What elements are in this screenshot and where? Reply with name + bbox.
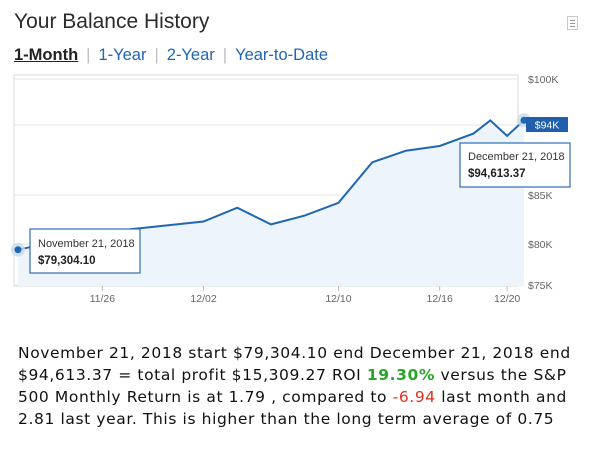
range-tabs: 1-Month | 1-Year | 2-Year | Year-to-Date [14,46,328,65]
summary-part-1: November 21, 2018 start $79,304.10 end D… [18,344,571,384]
summary-part-2: versus the S&P 500 Monthly Return is at … [18,366,567,406]
start-tooltip-date: November 21, 2018 [38,238,135,250]
current-value-badge-text: $94K [535,120,560,132]
x-tick-label: 12/10 [325,293,351,305]
end-tooltip-date: December 21, 2018 [468,151,565,163]
start-tooltip-value: $79,304.10 [38,255,96,267]
tab-separator: | [154,46,159,64]
series-line [17,119,525,251]
menu-icon[interactable] [567,16,578,30]
x-tick-label: 12/16 [427,293,453,305]
summary-part-3: last month and 2.81 last year. This is h… [18,388,567,428]
tab-2-year[interactable]: 2-Year [166,46,215,64]
data-point[interactable] [14,246,22,254]
area-fill [18,120,524,286]
roi-value: 19.30% [366,366,435,384]
y-tick-label: $80K [528,239,553,251]
tab-separator: | [86,46,91,64]
data-point[interactable] [520,116,528,124]
start-tooltip: November 21, 2018 $79,304.10 [29,228,141,274]
x-tick-label: 12/02 [190,293,216,305]
summary-text: November 21, 2018 start $79,304.10 end D… [18,342,588,430]
tab-separator: | [222,46,228,64]
y-tick-label: $85K [528,190,553,202]
tab-1-month[interactable]: 1-Month [14,46,79,64]
current-value-badge: $94K [526,117,568,132]
end-tooltip: December 21, 2018 $94,613.37 [459,142,571,188]
y-tick-label: $75K [528,280,553,292]
tab-year-to-date[interactable]: Year-to-Date [235,46,329,64]
monthly-return-value: -6.94 [392,388,436,406]
balance-chart: $100K $85K $80K $75K 11/26 12/02 12/10 12/16 12… [11,74,571,305]
end-tooltip-value: $94,613.37 [468,168,526,180]
y-tick-label: $100K [528,74,558,86]
x-tick-label: 11/26 [90,293,116,305]
page-title: Your Balance History [14,10,210,33]
x-tick-label: 12/20 [494,293,520,305]
tab-1-year[interactable]: 1-Year [98,46,147,64]
